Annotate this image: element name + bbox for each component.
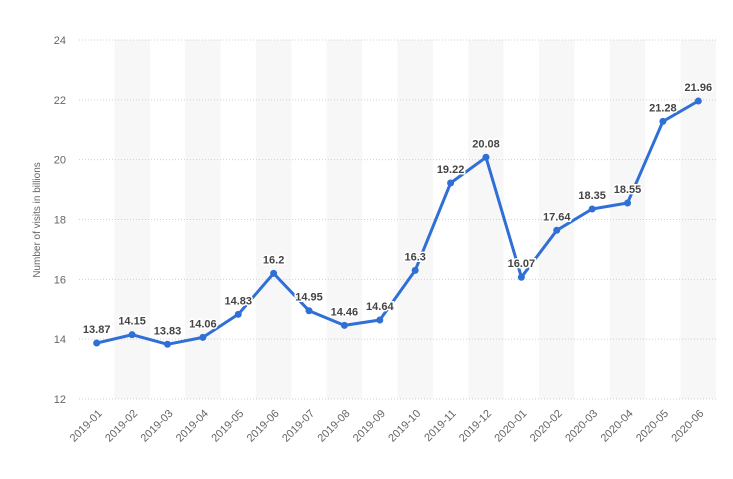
x-tick-label: 2019-10 bbox=[386, 408, 423, 445]
series-line-path bbox=[95, 99, 700, 346]
data-point[interactable] bbox=[588, 205, 596, 213]
column-band bbox=[468, 40, 504, 399]
data-point[interactable] bbox=[376, 316, 384, 324]
x-tick-label: 2019-07 bbox=[280, 408, 317, 445]
x-tick-label: 2019-02 bbox=[103, 408, 140, 445]
x-tick-label: 2020-03 bbox=[563, 408, 600, 445]
data-point[interactable] bbox=[447, 179, 455, 187]
data-point[interactable] bbox=[340, 321, 348, 329]
x-tick-label: 2019-12 bbox=[457, 408, 494, 445]
x-tick-label: 2019-05 bbox=[209, 408, 246, 445]
data-label: 14.95 bbox=[295, 292, 323, 304]
data-label: 21.28 bbox=[649, 102, 677, 114]
y-tick-label: 16 bbox=[54, 274, 66, 286]
data-label: 16.2 bbox=[263, 254, 284, 266]
x-tick-label: 2019-06 bbox=[245, 408, 282, 445]
data-point[interactable] bbox=[694, 97, 702, 105]
column-band bbox=[255, 40, 292, 399]
data-point[interactable] bbox=[93, 339, 101, 347]
y-tick-label: 14 bbox=[54, 334, 66, 346]
data-point[interactable] bbox=[128, 331, 136, 339]
data-label: 13.83 bbox=[154, 325, 182, 337]
x-tick-label: 2020-04 bbox=[599, 408, 636, 445]
data-point[interactable] bbox=[482, 153, 490, 161]
data-points bbox=[93, 97, 702, 348]
x-tick-label: 2019-03 bbox=[139, 408, 176, 445]
series-line bbox=[95, 99, 700, 346]
x-tick-label: 2020-06 bbox=[669, 408, 706, 445]
data-point[interactable] bbox=[305, 307, 313, 315]
data-point[interactable] bbox=[659, 117, 667, 125]
x-tick-label: 2020-01 bbox=[492, 408, 529, 445]
x-tick-label: 2019-04 bbox=[174, 408, 211, 445]
data-point[interactable] bbox=[517, 273, 525, 281]
data-label: 20.08 bbox=[472, 138, 500, 150]
data-label: 18.55 bbox=[614, 184, 642, 196]
data-label: 19.22 bbox=[437, 164, 465, 176]
x-tick-label: 2019-08 bbox=[316, 408, 353, 445]
data-point[interactable] bbox=[163, 340, 171, 348]
x-tick-label: 2019-11 bbox=[422, 408, 458, 444]
y-tick-label: 22 bbox=[54, 95, 66, 107]
column-band bbox=[609, 40, 646, 399]
x-tick-label: 2020-02 bbox=[528, 408, 565, 445]
data-label: 14.64 bbox=[366, 301, 394, 313]
data-point[interactable] bbox=[199, 333, 207, 341]
gridlines bbox=[79, 39, 716, 400]
y-tick-label: 20 bbox=[54, 155, 66, 167]
data-label: 16.3 bbox=[404, 251, 425, 263]
data-labels: 13.87 14.15 13.83 14.06 14.83 16.2 14.95 14.46 1… bbox=[81, 81, 713, 339]
data-label: 16.07 bbox=[508, 258, 536, 270]
x-tick-label: 2019-09 bbox=[351, 408, 388, 445]
data-label: 14.06 bbox=[189, 318, 217, 330]
column-band bbox=[326, 40, 363, 399]
data-point[interactable] bbox=[234, 310, 242, 318]
y-tick-label: 24 bbox=[54, 35, 66, 47]
y-tick-label: 12 bbox=[54, 394, 66, 406]
data-label: 21.96 bbox=[685, 82, 713, 94]
column-band bbox=[114, 40, 150, 399]
data-label: 14.15 bbox=[118, 316, 146, 328]
data-label: 14.83 bbox=[224, 295, 252, 307]
data-point[interactable] bbox=[411, 266, 419, 274]
data-label: 13.87 bbox=[83, 324, 111, 336]
data-point[interactable] bbox=[270, 269, 278, 277]
data-label: 14.46 bbox=[331, 306, 359, 318]
y-axis-ticks: 12 14 16 18 20 22 24 bbox=[54, 35, 66, 406]
data-point[interactable] bbox=[624, 199, 632, 207]
data-label: 18.35 bbox=[578, 190, 606, 202]
data-point[interactable] bbox=[553, 226, 561, 234]
x-axis-ticks: 2019-012019-022019-032019-042019-052019-… bbox=[68, 408, 707, 445]
x-tick-label: 2020-05 bbox=[634, 408, 671, 445]
y-tick-label: 18 bbox=[54, 215, 66, 227]
data-label: 17.64 bbox=[543, 211, 571, 223]
x-tick-label: 2019-01 bbox=[68, 408, 105, 445]
y-axis-title: Number of visits in billions bbox=[32, 162, 43, 278]
